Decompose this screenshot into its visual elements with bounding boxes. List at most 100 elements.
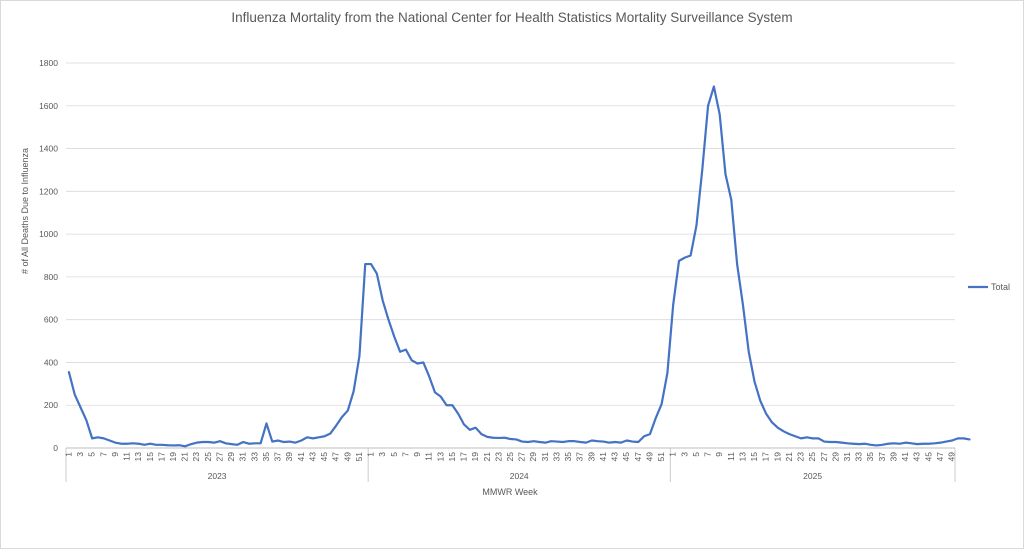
x-tick-label: 51: [656, 452, 666, 462]
x-tick-label: 33: [854, 452, 864, 462]
y-tick-label: 1800: [39, 58, 58, 68]
x-tick-label: 19: [168, 452, 178, 462]
x-tick-label: 7: [98, 452, 108, 457]
y-axis-title: # of All Deaths Due to Influenza: [20, 148, 30, 274]
x-tick-label: 39: [888, 452, 898, 462]
x-tick-label: 43: [610, 452, 620, 462]
x-tick-label: 45: [621, 452, 631, 462]
x-tick-label: 25: [505, 452, 515, 462]
x-tick-label: 17: [156, 452, 166, 462]
x-tick-label: 23: [493, 452, 503, 462]
x-tick-label: 5: [389, 452, 399, 457]
x-tick-label: 39: [586, 452, 596, 462]
year-label: 2024: [510, 471, 529, 481]
series-line-total: [67, 85, 971, 448]
x-tick-label: 47: [331, 452, 341, 462]
y-tick-label: 0: [53, 443, 58, 453]
x-tick-label: 47: [935, 452, 945, 462]
x-tick-label: 9: [412, 452, 422, 457]
x-tick-label: 19: [470, 452, 480, 462]
x-tick-label: 33: [249, 452, 259, 462]
x-tick-label: 37: [273, 452, 283, 462]
x-tick-label: 27: [517, 452, 527, 462]
y-tick-label: 800: [44, 272, 58, 282]
x-tick-label: 43: [912, 452, 922, 462]
x-tick-label: 43: [307, 452, 317, 462]
gridlines: [66, 62, 955, 449]
x-tick-label: 7: [703, 452, 713, 457]
y-tick-label: 1400: [39, 144, 58, 154]
y-tick-labels: 0 200 400 600 800 1000 1200 1400 1600 1800: [39, 58, 58, 453]
x-tick-label: 21: [784, 452, 794, 462]
x-tick-label: 51: [354, 452, 364, 462]
x-tick-label: 5: [691, 452, 701, 457]
x-tick-label: 13: [737, 452, 747, 462]
x-tick-label: 9: [110, 452, 120, 457]
x-tick-label: 3: [679, 452, 689, 457]
x-tick-labels: 1 3 5 7 9 11 13 15 17 19 21 23 25 27 29 31 33 35 37 39 41 43 4…: [63, 452, 956, 462]
x-tick-label: 3: [377, 452, 387, 457]
x-tick-label: 31: [842, 452, 852, 462]
legend: Total: [968, 282, 1010, 292]
x-axis: [65, 447, 956, 482]
x-tick-label: 9: [714, 452, 724, 457]
x-tick-label: 13: [133, 452, 143, 462]
x-tick-label: 35: [261, 452, 271, 462]
x-tick-label: 21: [180, 452, 190, 462]
y-tick-label: 600: [44, 315, 58, 325]
x-tick-label: 35: [563, 452, 573, 462]
year-label: 2025: [803, 471, 822, 481]
x-tick-label: 11: [726, 452, 736, 461]
x-tick-label: 15: [145, 452, 155, 462]
x-tick-label: 39: [284, 452, 294, 462]
x-tick-label: 3: [75, 452, 85, 457]
y-tick-label: 1600: [39, 101, 58, 111]
y-tick-label: 200: [44, 400, 58, 410]
x-axis-title: MMWR Week: [482, 487, 538, 497]
x-tick-label: 41: [598, 452, 608, 462]
x-tick-label: 21: [482, 452, 492, 462]
chart-title: Influenza Mortality from the National Ce…: [231, 10, 793, 25]
x-tick-label: 33: [551, 452, 561, 462]
x-tick-label: 15: [749, 452, 759, 462]
x-tick-label: 31: [540, 452, 550, 462]
x-tick-label: 35: [865, 452, 875, 462]
x-tick-label: 1: [668, 452, 678, 457]
x-tick-label: 49: [644, 452, 654, 462]
x-tick-label: 45: [319, 452, 329, 462]
x-tick-label: 1: [63, 452, 73, 457]
x-tick-label: 23: [191, 452, 201, 462]
x-tick-label: 25: [807, 452, 817, 462]
x-tick-label: 37: [877, 452, 887, 462]
legend-label-total: Total: [991, 282, 1010, 292]
x-tick-label: 27: [819, 452, 829, 462]
x-tick-label: 49: [947, 452, 957, 462]
x-tick-label: 25: [203, 452, 213, 462]
x-tick-label: 17: [459, 452, 469, 462]
x-tick-label: 23: [796, 452, 806, 462]
y-tick-label: 1000: [39, 229, 58, 239]
x-tick-label: 37: [575, 452, 585, 462]
y-tick-label: 400: [44, 357, 58, 367]
x-tick-label: 29: [528, 452, 538, 462]
x-tick-label: 27: [214, 452, 224, 462]
x-tick-label: 17: [761, 452, 771, 462]
x-tick-label: 1: [366, 452, 376, 457]
x-tick-label: 41: [296, 452, 306, 462]
x-tick-label: 45: [923, 452, 933, 462]
x-tick-label: 19: [772, 452, 782, 462]
x-tick-label: 11: [424, 452, 434, 461]
x-tick-label: 41: [900, 452, 910, 462]
year-labels: 2023 2024 2025: [208, 471, 823, 481]
x-tick-label: 29: [830, 452, 840, 462]
x-tick-label: 7: [400, 452, 410, 457]
x-tick-label: 15: [447, 452, 457, 462]
x-tick-label: 49: [342, 452, 352, 462]
year-label: 2023: [208, 471, 227, 481]
x-tick-label: 11: [122, 452, 132, 461]
x-tick-label: 5: [87, 452, 97, 457]
x-tick-label: 13: [435, 452, 445, 462]
x-tick-label: 31: [238, 452, 248, 462]
